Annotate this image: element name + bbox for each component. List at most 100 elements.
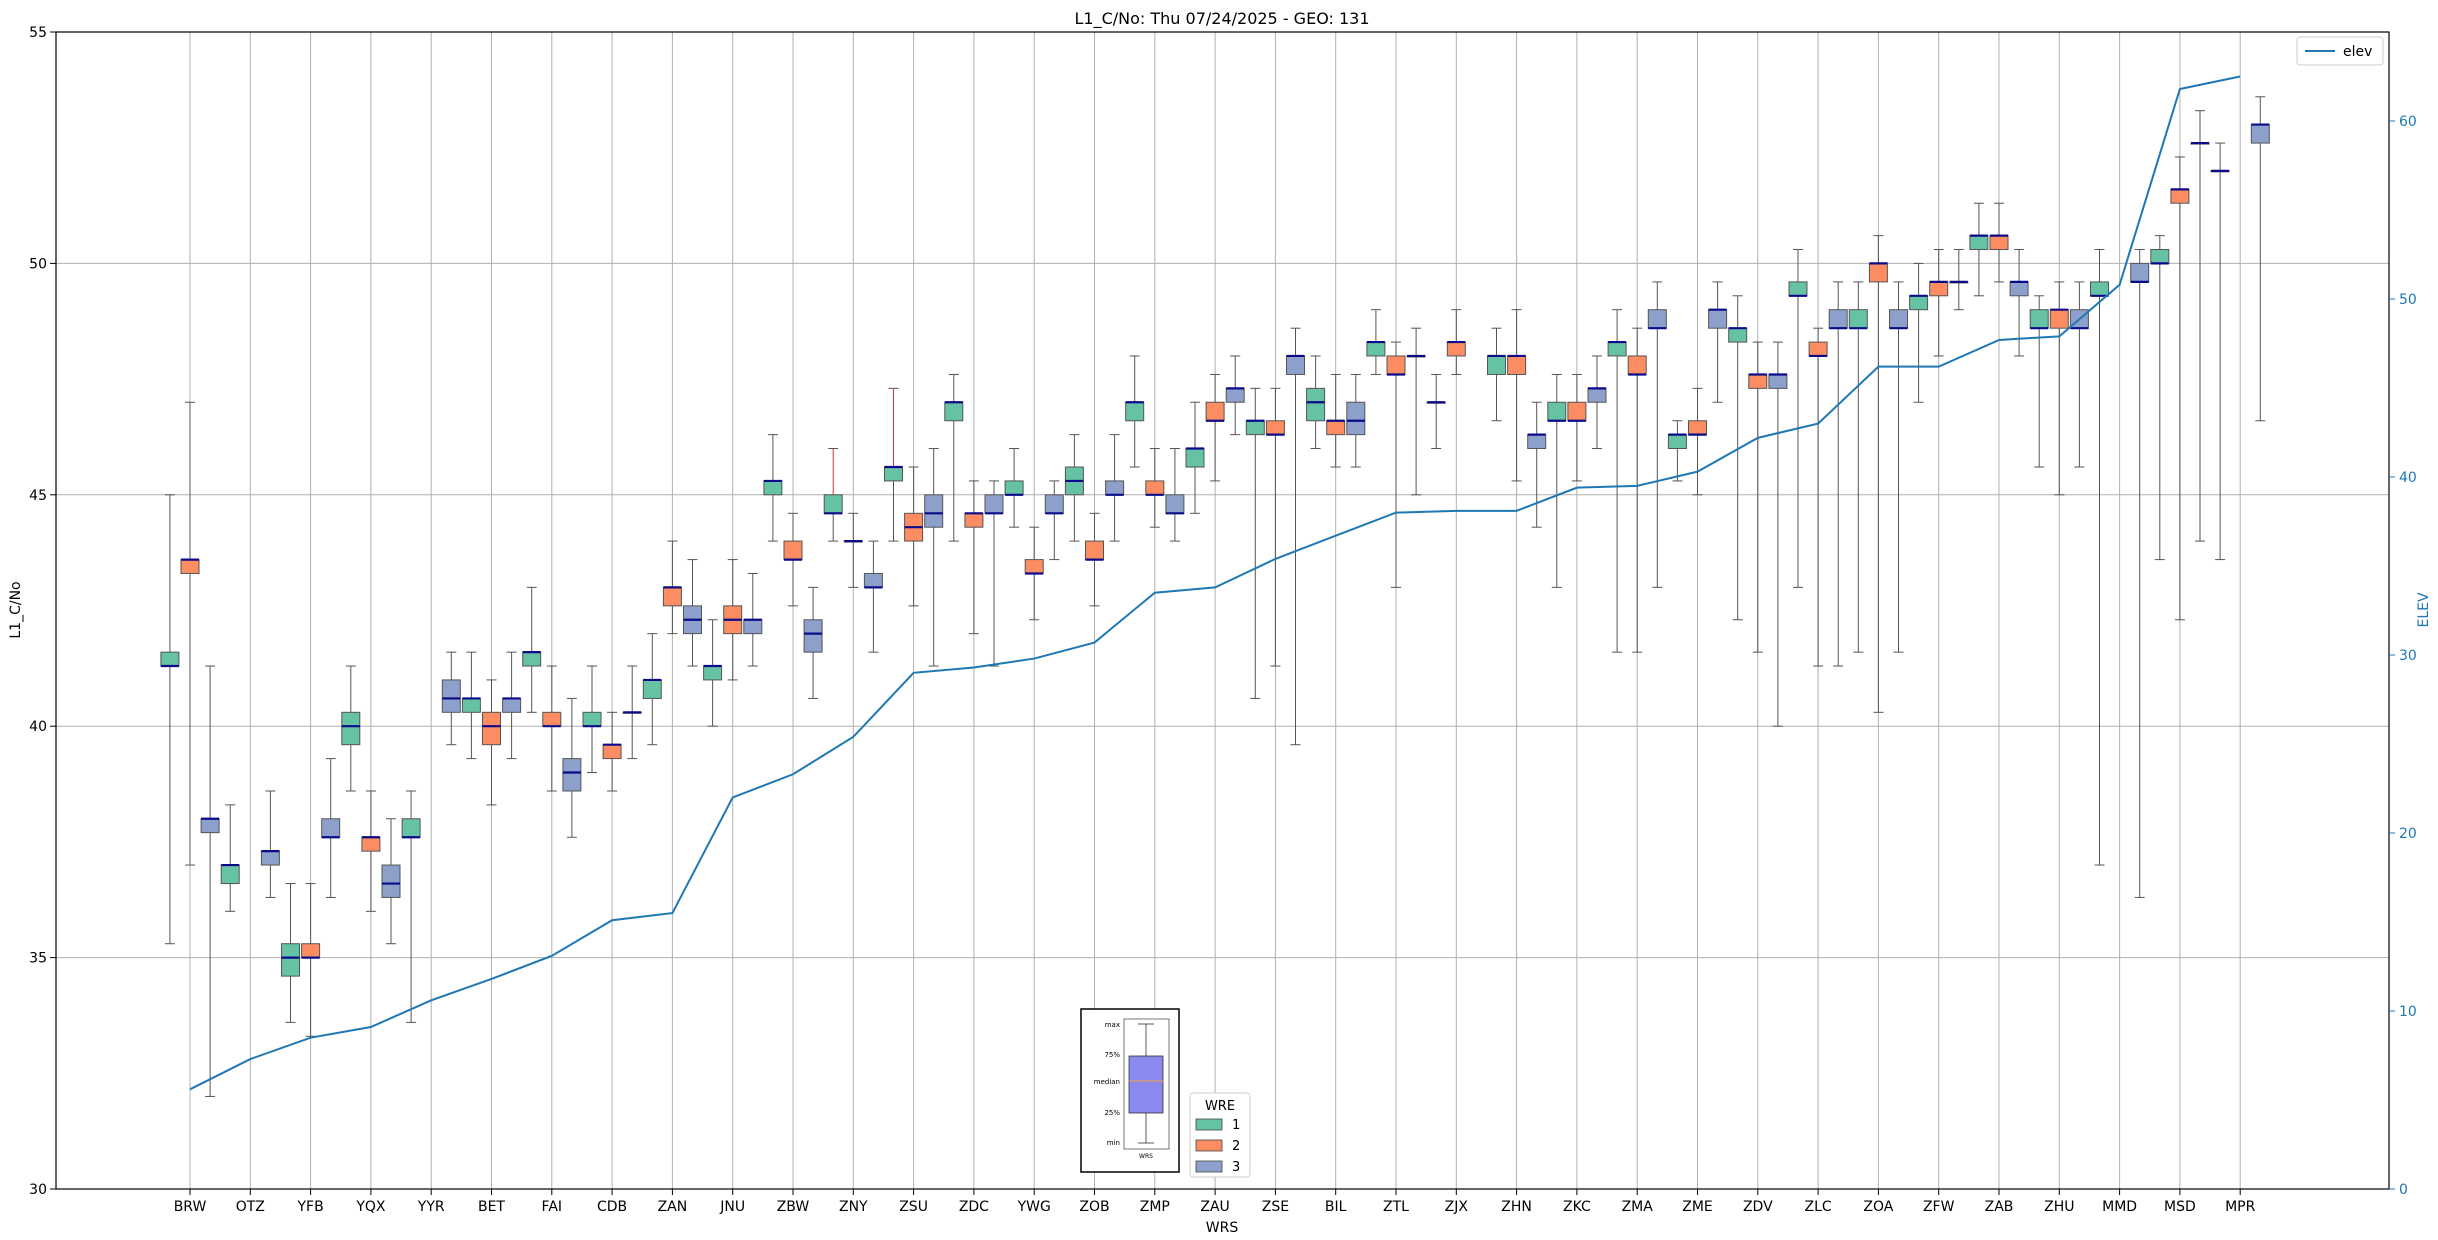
box-ywg-wre2 [1024, 559, 1044, 574]
grid-lines [56, 31, 2389, 1190]
box-cdb-wre2 [602, 744, 622, 760]
x-tick-label: OTZ [236, 1199, 265, 1215]
box-ywg-wre3 [1044, 494, 1064, 514]
x-tick-label: ZNY [839, 1199, 868, 1215]
x-tick-label: ZHN [1501, 1199, 1532, 1215]
elev-series [189, 75, 2241, 1091]
box-key-label-median: median [1094, 1078, 1120, 1086]
elev-legend-label: elev [2343, 44, 2372, 60]
box-zfw-wre2 [1929, 281, 1949, 297]
y2-tick-label: 30 [2399, 648, 2417, 664]
x-tick-label: ZSU [899, 1199, 928, 1215]
wre-legend-swatch-3 [1195, 1160, 1223, 1173]
box-fai-wre2 [542, 711, 562, 727]
box-ztl-wre1 [1366, 341, 1386, 357]
box-zab-wre3 [2009, 281, 2029, 297]
box-zse-wre3 [1286, 355, 1305, 375]
box-zny-wre3 [863, 572, 883, 588]
box-zdv-wre2 [1748, 373, 1768, 389]
y-tick-label: 35 [29, 951, 47, 967]
box-zab-wre2 [1989, 235, 2009, 251]
box-zau-wre3 [1225, 387, 1245, 403]
y-axis-label: L1_C/No [8, 581, 24, 638]
box-bet-wre2 [482, 711, 501, 746]
box-msd-wre1 [2150, 249, 2170, 264]
wre-legend-title: WRE [1205, 1099, 1235, 1114]
box-zhn-wre2 [1507, 355, 1527, 375]
box-zlc-wre1 [1788, 281, 1808, 297]
box-key-label-q1: 25% [1104, 1109, 1120, 1117]
wre-legend-label-1: 1 [1232, 1118, 1240, 1133]
box-zmp-wre2 [1145, 480, 1165, 496]
x-tick-label: FAI [542, 1199, 562, 1215]
box-mmd-wre1 [2090, 281, 2109, 297]
x-tick-label: ZSE [1262, 1199, 1289, 1215]
elev-line [189, 75, 2241, 1091]
x-tick-label: ZDC [959, 1199, 989, 1215]
x-tick-label: BIL [1325, 1199, 1347, 1215]
x-tick-label: ZAU [1200, 1199, 1229, 1215]
box-zse-wre1 [1245, 420, 1265, 436]
wre-legend-label-2: 2 [1232, 1139, 1240, 1154]
y2-tick-label: 40 [2399, 470, 2417, 486]
box-zlc-wre3 [1828, 309, 1848, 329]
box-yqx-wre2 [361, 836, 381, 852]
box-bet-wre1 [461, 697, 481, 713]
x-axis-label: WRS [1206, 1220, 1239, 1236]
x-tick-label: ZLC [1805, 1199, 1832, 1215]
box-zhn-wre1 [1487, 355, 1506, 375]
box-brw-wre3 [200, 818, 220, 834]
elev-legend: elev [2296, 36, 2384, 66]
x-tick-label: ZAN [658, 1199, 688, 1215]
x-tick-label: MSD [2164, 1199, 2196, 1215]
wre-legend-swatch-1 [1195, 1118, 1223, 1131]
box-jnu-wre1 [703, 665, 723, 681]
box-zdc-wre1 [944, 401, 964, 422]
box-bil-wre3 [1346, 401, 1366, 436]
box-key-label-max: max [1105, 1021, 1120, 1029]
x-tick-label: ZAB [1985, 1199, 2014, 1215]
y2-tick-label: 20 [2399, 826, 2417, 842]
y2-tick-label: 0 [2399, 1182, 2408, 1198]
box-zob-wre3 [1105, 480, 1125, 496]
box-plots [160, 96, 2270, 1097]
x-tick-label: YWG [1017, 1199, 1051, 1215]
wre-legend: WRE 1 2 3 [1189, 1092, 1251, 1178]
box-zau-wre2 [1205, 401, 1225, 422]
x-tick-label: YQX [355, 1199, 386, 1215]
box-zfw-wre1 [1909, 295, 1929, 311]
box-yfb-wre3 [321, 818, 341, 838]
box-zhn-wre3 [1527, 434, 1547, 450]
box-yfb-wre2 [301, 943, 321, 959]
box-zme-wre3 [1708, 309, 1728, 329]
x-tick-label: ZJX [1445, 1199, 1469, 1215]
box-key-label-q3: 75% [1104, 1051, 1120, 1059]
box-msd-wre2 [2170, 188, 2190, 204]
box-jnu-wre3 [743, 619, 763, 635]
box-otz-wre1 [220, 864, 240, 885]
box-zse-wre2 [1265, 420, 1285, 436]
box-zme-wre1 [1667, 434, 1687, 450]
box-zmp-wre1 [1125, 401, 1145, 422]
box-bil-wre1 [1306, 387, 1326, 422]
plot-frame [55, 31, 2390, 1190]
x-tick-label: JNU [719, 1199, 745, 1215]
box-zkc-wre3 [1587, 387, 1607, 403]
y2-tick-label: 10 [2399, 1004, 2417, 1020]
box-zny-wre1 [823, 494, 843, 514]
box-brw-wre2 [180, 559, 200, 574]
box-zdc-wre3 [984, 494, 1004, 514]
box-yyr-wre3 [441, 679, 461, 713]
x-tick-label: CDB [597, 1199, 627, 1215]
x-tick-label: ZFW [1923, 1199, 1955, 1215]
x-tick-label: ZMP [1140, 1199, 1170, 1215]
box-zsu-wre3 [924, 494, 944, 528]
wre-legend-frame [1189, 1092, 1251, 1178]
box-bet-wre3 [502, 697, 522, 713]
box-ztl-wre2 [1386, 355, 1406, 375]
box-zdc-wre2 [964, 512, 984, 528]
box-ywg-wre1 [1004, 480, 1024, 496]
x-tick-label: ZOA [1863, 1199, 1893, 1215]
box-zoa-wre1 [1848, 309, 1868, 329]
wre-legend-label-3: 3 [1232, 1160, 1240, 1175]
